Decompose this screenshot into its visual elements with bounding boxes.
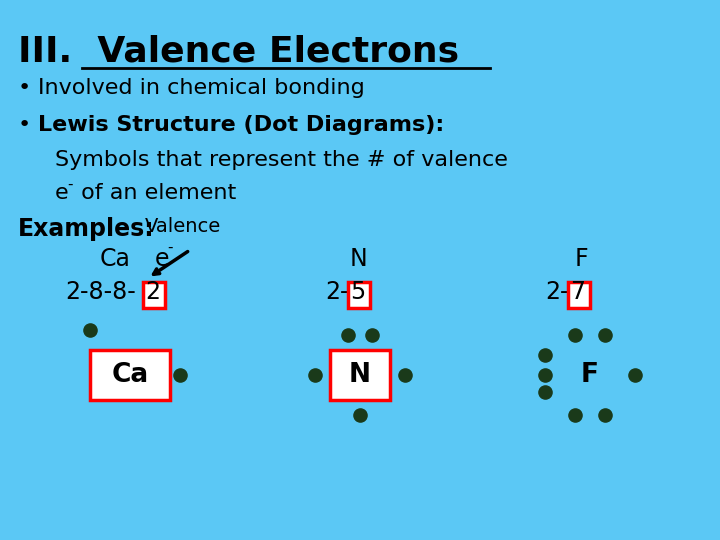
Text: 2-8-8-: 2-8-8-: [65, 280, 136, 304]
Text: Involved in chemical bonding: Involved in chemical bonding: [38, 78, 365, 98]
Point: [599, 330, 611, 339]
Point: [310, 370, 321, 379]
Point: [539, 370, 551, 379]
Point: [599, 411, 611, 420]
Bar: [348, 282, 370, 308]
Text: •: •: [18, 115, 31, 135]
Text: Symbols that represent the # of valence: Symbols that represent the # of valence: [55, 150, 508, 170]
Text: 7: 7: [570, 280, 585, 304]
Text: III.  Valence Electrons: III. Valence Electrons: [18, 35, 459, 69]
Bar: [143, 282, 165, 308]
Point: [539, 350, 551, 359]
Text: N: N: [350, 247, 368, 271]
Text: Lewis Structure (Dot Diagrams):: Lewis Structure (Dot Diagrams):: [38, 115, 444, 135]
Point: [539, 388, 551, 396]
Point: [174, 370, 186, 379]
Bar: [330, 350, 390, 400]
Point: [399, 370, 410, 379]
Text: Ca: Ca: [100, 247, 131, 271]
Text: e: e: [55, 183, 68, 203]
Text: F: F: [575, 247, 589, 271]
Text: Examples:: Examples:: [18, 217, 155, 241]
Text: N: N: [349, 362, 371, 388]
Bar: [568, 282, 590, 308]
Text: 2-: 2-: [325, 280, 348, 304]
Text: 2-: 2-: [545, 280, 569, 304]
Text: Valence: Valence: [145, 217, 221, 236]
Point: [570, 330, 581, 339]
Point: [342, 330, 354, 339]
Text: -: -: [167, 240, 173, 255]
Text: of an element: of an element: [74, 183, 236, 203]
Text: •: •: [18, 78, 31, 98]
Text: -: -: [67, 177, 73, 192]
Point: [84, 326, 96, 334]
Point: [629, 370, 641, 379]
Point: [570, 411, 581, 420]
Bar: [90, 350, 170, 400]
Point: [366, 330, 378, 339]
Text: 2: 2: [145, 280, 160, 304]
Point: [354, 411, 366, 420]
Text: F: F: [581, 362, 599, 388]
Text: Ca: Ca: [112, 362, 148, 388]
Text: e: e: [155, 247, 169, 271]
Text: 5: 5: [350, 280, 365, 304]
